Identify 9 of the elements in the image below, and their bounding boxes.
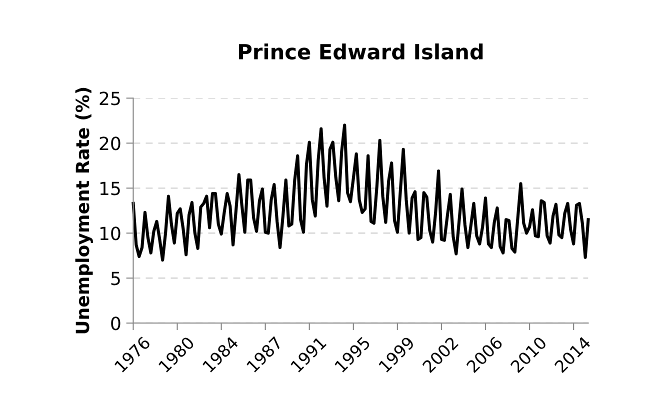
chart-title: Prince Edward Island [239,43,483,60]
y-axis-title: Unemployment Rate (%) [75,88,93,334]
y-tick-label: 25 [100,92,120,106]
y-tick-label: 20 [100,136,120,150]
y-tick-label: 0 [111,316,120,330]
y-tick-label: 5 [111,272,120,286]
y-tick-label: 10 [100,226,120,240]
y-tick-label: 15 [100,182,120,196]
line-series [132,124,590,262]
